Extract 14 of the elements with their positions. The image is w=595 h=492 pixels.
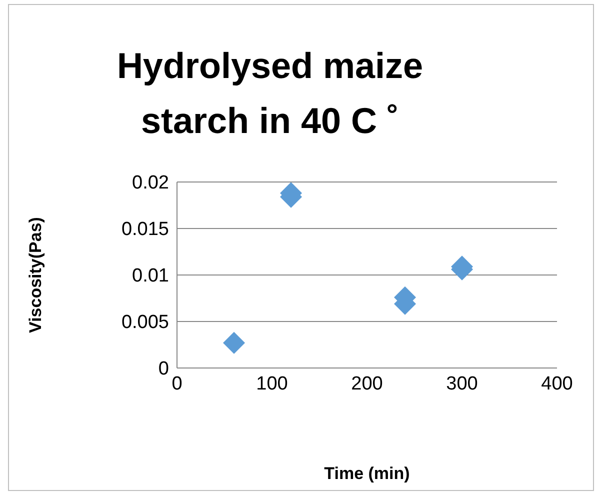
y-tick-label: 0.005 — [121, 312, 169, 334]
chart-title: Hydrolysed maize starch in 40 C ˚ — [116, 44, 424, 143]
x-tick-label: 100 — [256, 373, 288, 394]
x-tick-label: 200 — [351, 373, 383, 394]
x-tick-label: 0 — [172, 373, 182, 394]
x-axis-title: Time (min) — [323, 464, 411, 484]
point — [223, 332, 245, 354]
y-tick-label: 0.01 — [132, 266, 169, 287]
y-tick-label: 0.015 — [121, 219, 169, 240]
y-tick-label: 0 — [158, 358, 169, 380]
x-tick-label: 400 — [541, 373, 573, 394]
y-tick-label: 0.02 — [132, 172, 169, 194]
y-axis-title: Viscosity(Pas) — [26, 217, 46, 333]
x-tick-label: 300 — [446, 373, 478, 394]
